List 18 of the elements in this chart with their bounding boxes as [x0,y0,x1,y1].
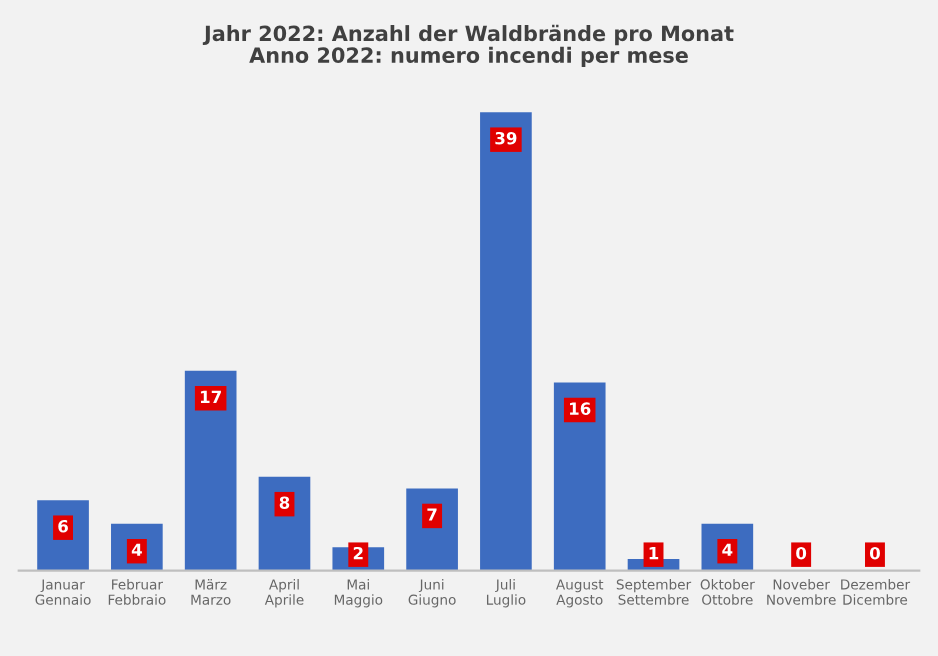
data-label: 4 [131,543,142,556]
bar [184,370,237,571]
bar [480,112,532,571]
bar [553,382,606,571]
data-label: 16 [570,402,591,415]
data-label: 0 [869,546,880,560]
chart-title: Jahr 2022: Anzahl der Waldbrände pro Monat Anno 2022: numero incendi per mese [202,24,734,68]
data-label: 6 [58,519,68,533]
data-label: 1 [649,547,659,560]
data-label: 7 [427,508,437,521]
data-label: 0 [796,546,807,560]
data-label: 17 [200,390,221,403]
data-label: 39 [495,131,517,145]
bar [406,488,458,571]
data-label: 4 [722,543,733,556]
bar [258,476,311,571]
data-label: 2 [353,546,363,560]
data-label: 8 [279,496,290,510]
